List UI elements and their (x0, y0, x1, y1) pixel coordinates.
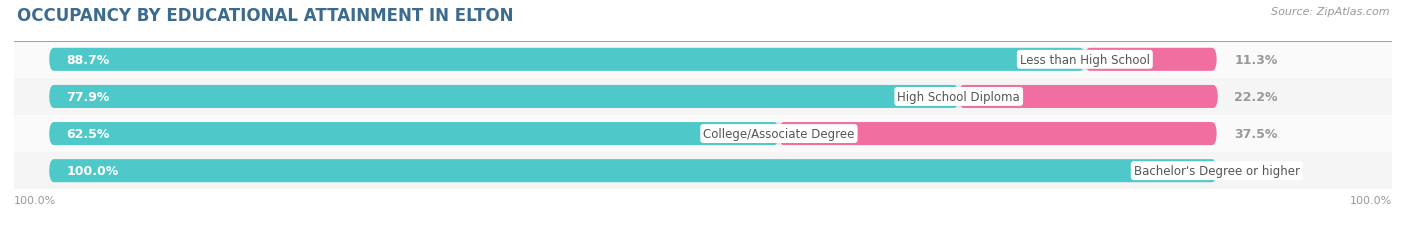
Text: 100.0%: 100.0% (66, 164, 120, 177)
Bar (14, 116, 1392, 152)
FancyBboxPatch shape (49, 159, 1216, 182)
Text: Source: ZipAtlas.com: Source: ZipAtlas.com (1271, 7, 1389, 17)
Text: 77.9%: 77.9% (66, 91, 110, 103)
Text: Less than High School: Less than High School (1019, 54, 1150, 67)
FancyBboxPatch shape (49, 49, 1216, 72)
FancyBboxPatch shape (49, 122, 1216, 146)
Bar (14, 152, 1392, 189)
FancyBboxPatch shape (1085, 49, 1216, 72)
Text: College/Associate Degree: College/Associate Degree (703, 128, 855, 140)
Text: 88.7%: 88.7% (66, 54, 110, 67)
Text: OCCUPANCY BY EDUCATIONAL ATTAINMENT IN ELTON: OCCUPANCY BY EDUCATIONAL ATTAINMENT IN E… (17, 7, 513, 25)
Text: Bachelor's Degree or higher: Bachelor's Degree or higher (1133, 164, 1299, 177)
Bar (14, 79, 1392, 116)
Text: High School Diploma: High School Diploma (897, 91, 1021, 103)
Text: 0.0%: 0.0% (1234, 164, 1270, 177)
FancyBboxPatch shape (49, 85, 959, 109)
FancyBboxPatch shape (49, 85, 1216, 109)
FancyBboxPatch shape (49, 159, 1216, 182)
Text: 11.3%: 11.3% (1234, 54, 1278, 67)
FancyBboxPatch shape (49, 122, 779, 146)
Bar (14, 42, 1392, 79)
Text: 100.0%: 100.0% (14, 195, 56, 205)
FancyBboxPatch shape (779, 122, 1216, 146)
Text: 22.2%: 22.2% (1234, 91, 1278, 103)
Text: 37.5%: 37.5% (1234, 128, 1278, 140)
FancyBboxPatch shape (49, 49, 1085, 72)
FancyBboxPatch shape (959, 85, 1218, 109)
Text: 100.0%: 100.0% (1350, 195, 1392, 205)
Text: 62.5%: 62.5% (66, 128, 110, 140)
